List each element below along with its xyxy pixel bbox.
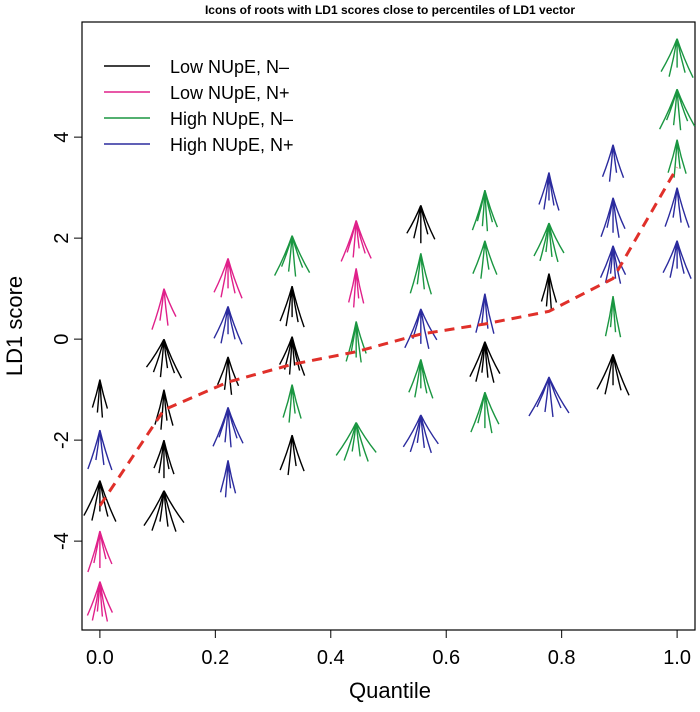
y-axis-label: LD1 score	[2, 276, 27, 376]
root-icon	[278, 336, 306, 376]
root-icon	[472, 240, 498, 279]
root-icon	[600, 197, 626, 238]
root-icon	[660, 38, 694, 78]
root-icon	[87, 429, 113, 471]
root-icon	[219, 460, 237, 498]
root-icon	[282, 384, 302, 423]
root-icon	[538, 172, 560, 211]
y-tick-label: -2	[51, 431, 73, 449]
y-tick-label: -4	[51, 532, 73, 550]
root-icon	[143, 490, 185, 532]
y-tick-label: 0	[51, 334, 73, 345]
root-icon	[402, 414, 439, 454]
root-icon	[599, 245, 627, 284]
root-icon	[604, 296, 622, 338]
root-icon	[347, 268, 365, 308]
root-icon	[153, 439, 175, 479]
root-icon	[213, 306, 243, 345]
root-icon	[273, 235, 311, 277]
root-icon	[279, 434, 305, 476]
legend-label: Low NUpE, N–	[170, 57, 289, 77]
root-icon	[154, 389, 174, 430]
root-icon	[409, 253, 432, 295]
root-icon	[86, 581, 114, 622]
root-icon	[345, 321, 367, 363]
x-tick-label: 0.8	[548, 647, 576, 669]
root-icon	[406, 205, 436, 244]
root-icon	[471, 189, 499, 232]
root-icon	[664, 187, 690, 228]
plot-frame	[81, 21, 696, 631]
y-tick-label: 2	[51, 233, 73, 244]
root-icon	[91, 379, 109, 418]
chart-title: Icons of roots with LD1 scores close to …	[205, 3, 575, 17]
root-icon	[408, 359, 434, 399]
root-icon	[540, 273, 558, 312]
root-icon	[475, 293, 495, 334]
root-icon	[533, 222, 565, 263]
root-icon	[404, 308, 438, 349]
root-icon	[596, 354, 630, 396]
x-tick-label: 0.6	[432, 647, 460, 669]
root-icon	[151, 288, 177, 330]
root-icon	[87, 530, 113, 573]
root-icon	[335, 422, 377, 462]
root-icon	[470, 391, 500, 434]
trend-line	[98, 166, 679, 507]
root-icon	[216, 356, 240, 395]
root-icon	[83, 480, 117, 522]
root-icon	[601, 144, 625, 182]
y-tick-label: 4	[51, 132, 73, 143]
x-tick-label: 0.4	[317, 647, 345, 669]
legend-label: Low NUpE, N+	[170, 83, 290, 103]
x-tick-label: 0.2	[201, 647, 229, 669]
root-icon	[212, 407, 244, 448]
x-tick-label: 0.0	[86, 647, 114, 669]
root-icon	[658, 88, 696, 131]
root-icon	[340, 220, 372, 262]
root-icon	[528, 376, 570, 418]
x-tick-label: 1.0	[663, 647, 691, 669]
root-icon	[213, 258, 243, 299]
root-icon	[469, 341, 501, 383]
root-icon	[279, 285, 305, 328]
root-icon	[662, 240, 692, 279]
root-icon	[145, 338, 183, 379]
legend-label: High NUpE, N+	[170, 135, 294, 155]
x-axis-label: Quantile	[349, 678, 431, 703]
root-icon	[667, 139, 687, 178]
legend-label: High NUpE, N–	[170, 109, 293, 129]
